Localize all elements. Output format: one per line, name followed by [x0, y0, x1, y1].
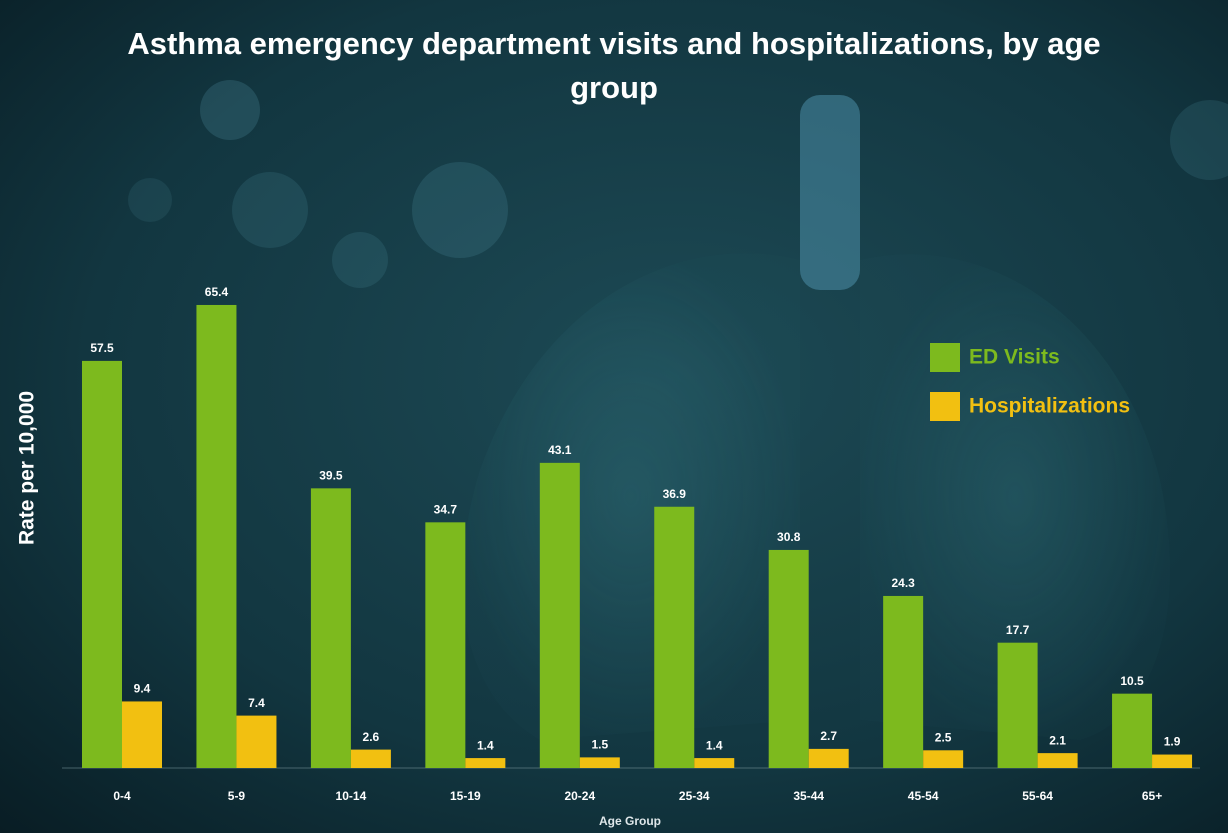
- legend-label: ED Visits: [969, 346, 1060, 369]
- data-label: 1.4: [706, 738, 723, 752]
- bar: [236, 716, 276, 768]
- data-label: 9.4: [134, 682, 151, 696]
- data-label: 17.7: [1006, 623, 1030, 637]
- data-label: 7.4: [248, 696, 265, 710]
- x-tick-label: 65+: [1142, 789, 1162, 803]
- y-axis-label: Rate per 10,000: [16, 391, 39, 545]
- x-tick-label: 5-9: [228, 789, 246, 803]
- data-label: 10.5: [1120, 674, 1144, 688]
- bar: [311, 488, 351, 768]
- data-label: 2.7: [820, 729, 837, 743]
- bar: [580, 757, 620, 768]
- x-axis-label: Age Group: [599, 814, 661, 828]
- bar: [465, 758, 505, 768]
- data-label: 2.1: [1049, 733, 1066, 747]
- legend-label: Hospitalizations: [969, 395, 1130, 418]
- legend-swatch: [930, 343, 960, 372]
- data-label: 43.1: [548, 443, 572, 457]
- data-label: 2.5: [935, 730, 952, 744]
- x-tick-label: 20-24: [564, 789, 595, 803]
- bar: [769, 550, 809, 768]
- bar: [923, 750, 963, 768]
- data-label: 1.9: [1164, 735, 1181, 749]
- x-tick-label: 25-34: [679, 789, 710, 803]
- x-tick-label: 55-64: [1022, 789, 1053, 803]
- bar: [809, 749, 849, 768]
- bar: [654, 507, 694, 768]
- bar: [1112, 694, 1152, 768]
- x-tick-label: 10-14: [336, 789, 367, 803]
- bar: [351, 750, 391, 768]
- data-label: 24.3: [891, 576, 915, 590]
- data-label: 36.9: [663, 487, 687, 501]
- data-label: 57.5: [90, 341, 114, 355]
- bar: [196, 305, 236, 768]
- bar: [122, 701, 162, 768]
- x-tick-label: 15-19: [450, 789, 481, 803]
- page: Age Group Rate per 10,000 0-4 57.5 9.4 5-9 6…: [0, 0, 1228, 833]
- bar: [998, 643, 1038, 768]
- chart: Age Group Rate per 10,000 0-4 57.5 9.4 5-9 6…: [0, 0, 1228, 833]
- data-label: 1.4: [477, 738, 494, 752]
- bar: [540, 463, 580, 768]
- data-label: 2.6: [363, 730, 380, 744]
- data-label: 65.4: [205, 285, 229, 299]
- data-label: 39.5: [319, 469, 343, 483]
- x-tick-label: 35-44: [793, 789, 824, 803]
- bar: [82, 361, 122, 768]
- legend-swatch: [930, 392, 960, 421]
- data-label: 34.7: [434, 502, 458, 516]
- bar: [425, 522, 465, 768]
- bar: [1038, 753, 1078, 768]
- bar: [883, 596, 923, 768]
- data-label: 30.8: [777, 530, 801, 544]
- bar: [1152, 755, 1192, 768]
- chart-title: Asthma emergency department visits and h…: [84, 22, 1144, 110]
- x-tick-label: 45-54: [908, 789, 939, 803]
- x-tick-label: 0-4: [113, 789, 131, 803]
- data-label: 1.5: [591, 738, 608, 752]
- bar: [694, 758, 734, 768]
